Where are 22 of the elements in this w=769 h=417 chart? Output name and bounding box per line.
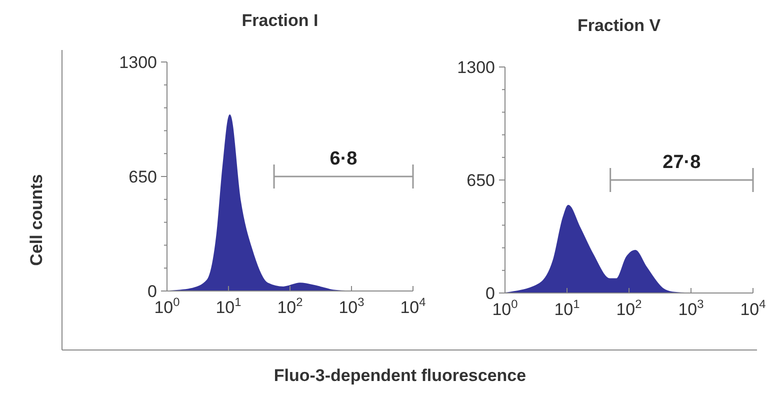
x-tick-label: 10$^{1}$ [216, 295, 242, 317]
chart-title: Fraction I [242, 11, 318, 30]
x-tick-label: 10$^{3}$ [678, 297, 704, 319]
x-tick-label: 10$^{2}$ [616, 297, 642, 319]
x-tick-label: 10$^{4}$ [740, 297, 766, 319]
x-tick-label: 10$^{3}$ [338, 295, 365, 317]
y-tick-label: 0 [148, 282, 157, 301]
y-tick-label: 1300 [457, 58, 495, 77]
chart-title: Fraction V [577, 16, 662, 35]
y-tick-label: 650 [466, 170, 495, 190]
y-axis-title: Cell counts [27, 174, 46, 266]
x-tick-label: 10$^{0}$ [492, 297, 518, 319]
x-tick-label: 10$^{2}$ [277, 295, 304, 317]
y-tick-label: 650 [128, 167, 157, 186]
annotation: 27·8 [662, 152, 701, 173]
y-tick-label: 0 [486, 284, 495, 303]
y-tick-label: 1300 [119, 52, 157, 72]
x-tick-label: 10$^{1}$ [554, 297, 580, 319]
annotation: 6·8 [330, 148, 358, 170]
x-tick-label: 10$^{0}$ [154, 295, 180, 317]
x-tick-label: 10$^{4}$ [400, 295, 426, 317]
x-axis-title: Fluo-3-dependent fluorescence [274, 366, 526, 385]
